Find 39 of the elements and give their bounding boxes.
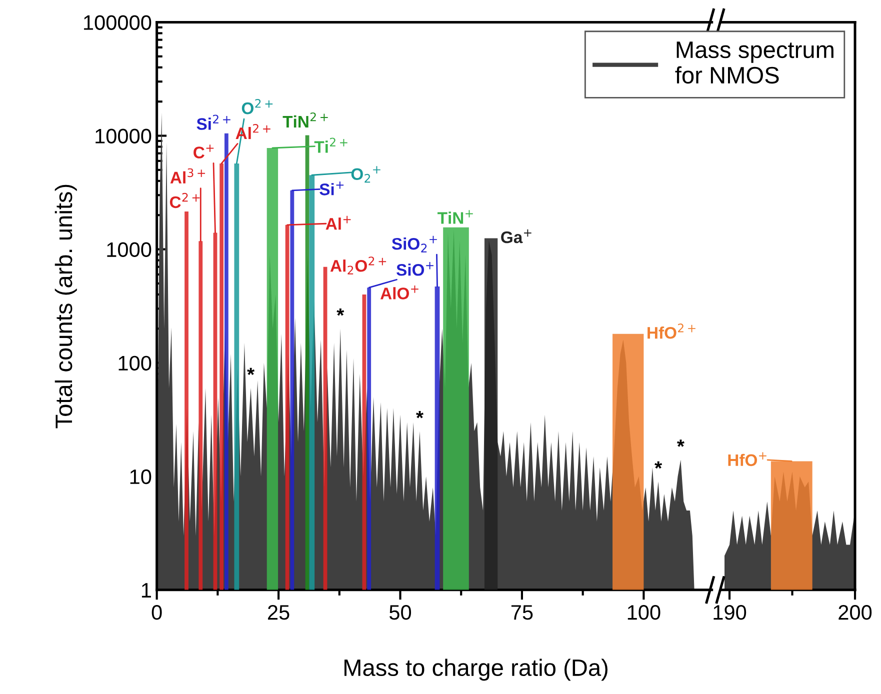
y-tick-label: 10000 — [96, 128, 152, 144]
x-tick-label: 50 — [390, 605, 412, 620]
series-label: Ga$^{+}$ — [501, 229, 532, 244]
y-tick-label: 1 — [142, 583, 151, 598]
series-label: Al$_{2}$O$^{2+}$ — [330, 256, 386, 274]
text: Al$^{3+}$ — [170, 168, 205, 184]
x-tick-label: 190 — [714, 605, 746, 620]
text: O$^{2+}$ — [242, 99, 273, 114]
series-label: C$^{2+}$ — [170, 192, 200, 208]
x-axis-title: Mass to charge ratio (Da) — [344, 658, 608, 681]
x-tick-label: 25 — [268, 605, 290, 620]
series-label: TiN$^{2+}$ — [282, 112, 328, 128]
annotation: * — [676, 440, 684, 447]
series-label: HfO$^{2+}$ — [648, 324, 696, 339]
legend-label: Al$^{+}$ — [326, 216, 351, 230]
x-tick-label: 200 — [838, 605, 872, 620]
legend-label: Mass spectrum for NMOS — [675, 42, 834, 84]
legend-label: Si$^{+}$ — [320, 181, 344, 196]
series-label: TiN$^{+}$ — [438, 210, 473, 224]
text: C$^{+}$ — [194, 144, 214, 158]
series-label: HfO$^{+}$ — [728, 452, 766, 466]
text: SiO$_{2}$$^{+}$ — [392, 236, 437, 252]
y-tick-label: 100 — [118, 356, 152, 371]
x-tick-label: 0 — [152, 605, 162, 620]
x-tick-label: 75 — [511, 605, 533, 620]
y-tick-label: 10 — [130, 469, 152, 484]
series-label: Si$^{2+}$ — [196, 114, 230, 130]
y-axis-title: Total counts (arb. units) — [54, 184, 77, 428]
annotation: * — [416, 410, 424, 418]
series-label: SiO$^{+}$ — [396, 262, 434, 276]
annotation: * — [654, 461, 662, 469]
legend-label: Ti$^{2+}$ — [314, 138, 348, 153]
annotation: * — [336, 308, 344, 316]
y-tick-label: 1000 — [107, 242, 152, 258]
x-tick-label: 100 — [628, 605, 660, 620]
annotation: * — [247, 368, 255, 376]
legend-label: O$_{2}$$^{+}$ — [351, 166, 380, 183]
series-label: AlO$^{+}$ — [380, 286, 418, 300]
y-tick-label: 100000 — [84, 15, 152, 30]
